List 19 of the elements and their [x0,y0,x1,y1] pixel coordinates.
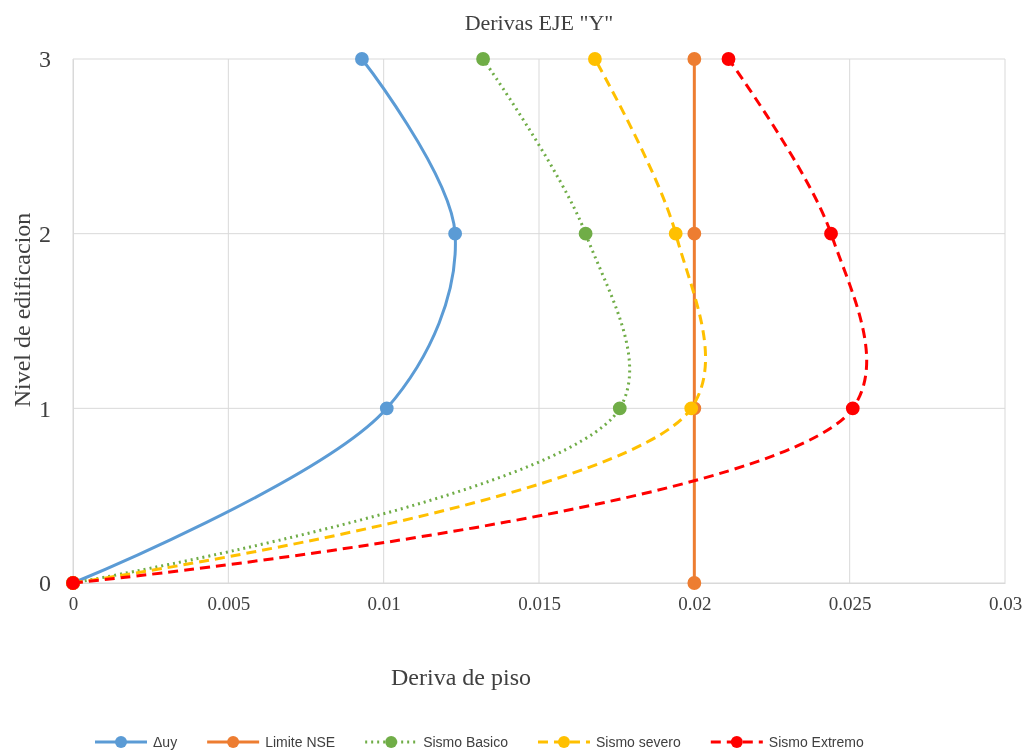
x-tick-label: 0.025 [828,593,872,615]
x-tick-label: 0 [68,593,79,615]
x-axis-title: Deriva de piso [391,664,531,690]
legend-label: Sismo Basico [423,734,509,750]
y-tick-label: 1 [39,395,51,422]
y-tick-label: 0 [39,570,51,597]
legend-label: Δuy [153,734,178,750]
chart-title: Derivas EJE "Y" [464,10,614,35]
x-tick-label: 0.03 [988,593,1022,615]
x-tick-label: 0.02 [678,593,712,615]
legend-label: Sismo Extremo [768,734,864,750]
legend-label: Sismo severo [595,734,681,750]
x-tick-label: 0.015 [518,593,561,615]
x-tick-label: 0.01 [367,593,401,615]
y-tick-label: 3 [39,46,51,73]
y-tick-label: 2 [39,220,51,247]
y-axis-title: Nivel de edificacion [9,212,35,408]
legend-label: Limite NSE [265,734,336,750]
x-tick-label: 0.005 [207,593,251,615]
